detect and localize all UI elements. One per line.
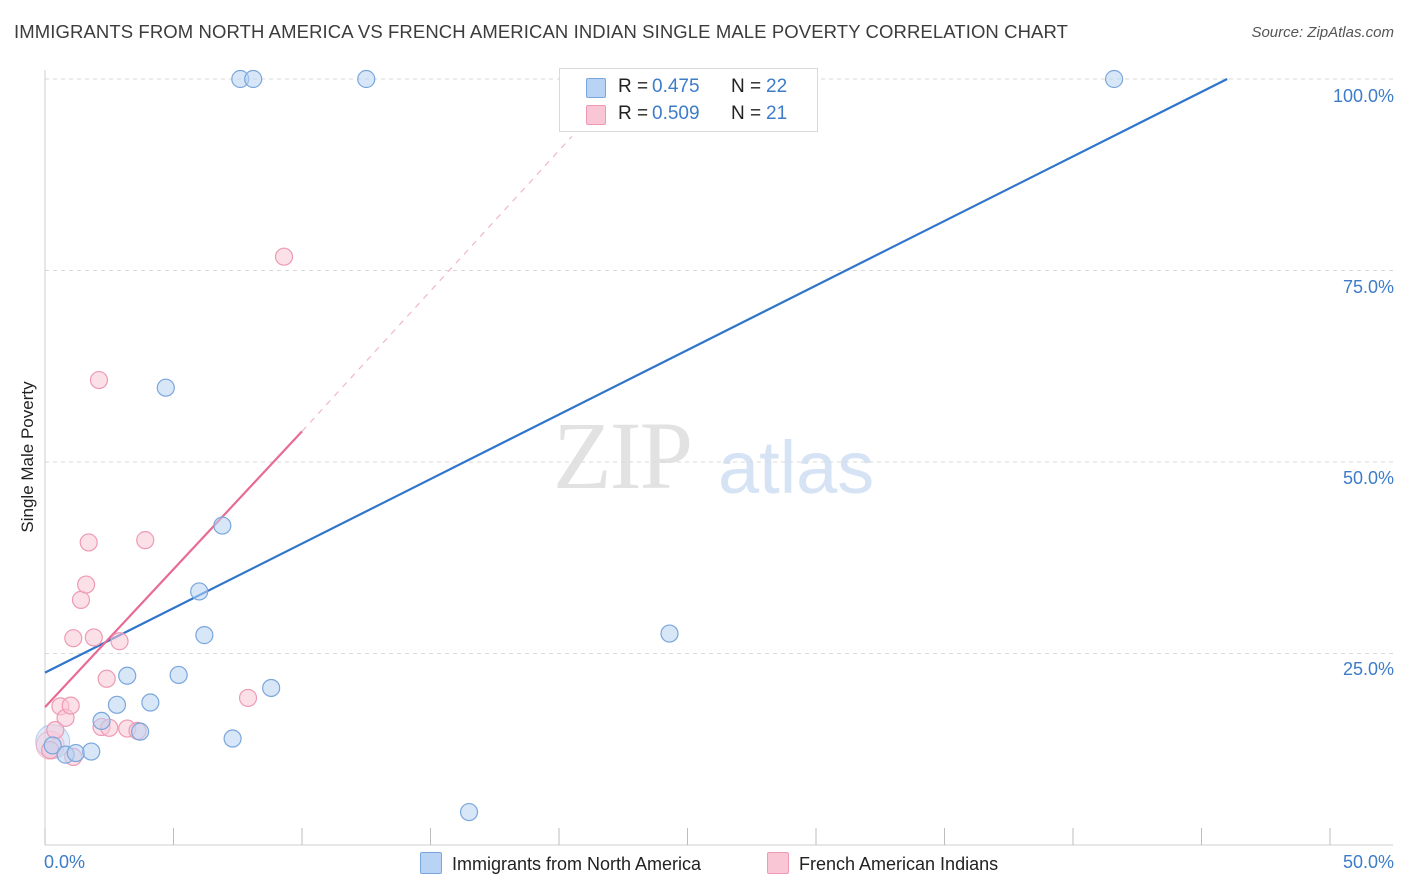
data-point-north-america — [156, 378, 175, 397]
y-axis-title: Single Male Poverty — [18, 381, 37, 533]
bottom-legend-north-america[interactable]: Immigrants from North America — [420, 852, 701, 875]
data-point-french-american-indians — [136, 531, 155, 550]
trend-line-french-american-indians — [44, 430, 303, 708]
data-point-french-american-indians — [84, 628, 103, 647]
data-point-french-american-indians — [79, 533, 98, 552]
data-point-french-american-indians — [89, 370, 109, 390]
axes — [44, 70, 1393, 846]
trend-lines — [44, 78, 1228, 708]
data-point-north-america — [357, 69, 376, 89]
legend-r-value: 0.509 — [652, 103, 700, 124]
data-point-french-american-indians — [77, 575, 96, 594]
data-point-north-america — [66, 743, 85, 763]
data-point-north-america — [244, 69, 263, 89]
bottom-legend-label: Immigrants from North America — [452, 854, 702, 874]
gridlines — [45, 78, 1393, 654]
legend-r-label: R = — [618, 103, 649, 124]
watermark-zip: ZIP — [553, 402, 693, 509]
data-point-north-america — [1105, 69, 1124, 89]
data-point-french-american-indians — [61, 696, 80, 715]
data-point-north-america — [92, 711, 111, 731]
correlation-legend: R = 0.475 N = 22 R = 0.509 N = 21 — [559, 68, 818, 132]
legend-n-value: 22 — [766, 76, 788, 97]
x-tick-label-min: 0.0% — [44, 852, 86, 872]
data-point-french-american-indians — [71, 590, 91, 609]
legend-swatch-pink — [586, 105, 606, 125]
source-credit: Source: ZipAtlas.com — [1251, 24, 1394, 41]
data-point-north-america — [82, 742, 101, 761]
bottom-legend-swatch-blue — [420, 852, 442, 874]
data-point-north-america — [660, 624, 679, 643]
data-point-north-america — [141, 693, 160, 712]
data-point-french-american-indians — [110, 632, 129, 651]
legend-swatch-blue — [586, 78, 606, 98]
legend-r-label: R = — [618, 76, 649, 97]
bottom-legend-label: French American Indians — [799, 854, 999, 874]
bottom-legend-french-american-indians[interactable]: French American Indians — [767, 852, 998, 875]
data-point-north-america — [459, 802, 479, 822]
data-point-french-american-indians — [64, 629, 83, 648]
data-point-north-america — [223, 729, 242, 748]
data-point-north-america — [118, 666, 137, 685]
data-point-north-america — [169, 665, 188, 685]
data-point-north-america — [43, 736, 62, 755]
data-point-french-american-indians — [97, 669, 116, 688]
data-point-north-america — [213, 516, 232, 535]
data-point-north-america — [130, 722, 150, 741]
legend-n-label: N = — [731, 76, 762, 97]
data-point-french-american-indians — [238, 688, 258, 708]
watermark-atlas: atlas — [718, 426, 875, 509]
data-point-north-america — [107, 695, 127, 714]
y-tick-label-50: 50.0% — [1342, 468, 1394, 488]
data-point-french-american-indians — [274, 247, 294, 266]
trend-line-french-american-indians-extension — [301, 136, 573, 432]
bottom-legend-swatch-pink — [767, 852, 789, 874]
legend-r-value: 0.475 — [652, 76, 700, 97]
data-point-north-america — [190, 582, 209, 601]
chart-title: IMMIGRANTS FROM NORTH AMERICA VS FRENCH … — [14, 21, 1069, 42]
data-point-north-america — [195, 626, 214, 645]
data-point-north-america — [262, 678, 281, 698]
trend-line-north-america — [44, 78, 1228, 674]
y-tick-label-100: 100.0% — [1332, 86, 1394, 106]
y-tick-label-25: 25.0% — [1342, 659, 1394, 679]
x-tick-label-max: 50.0% — [1342, 852, 1394, 872]
y-tick-label-75: 75.0% — [1342, 277, 1394, 297]
legend-n-value: 21 — [766, 103, 788, 124]
data-points — [35, 69, 1124, 822]
legend-n-label: N = — [731, 103, 762, 124]
